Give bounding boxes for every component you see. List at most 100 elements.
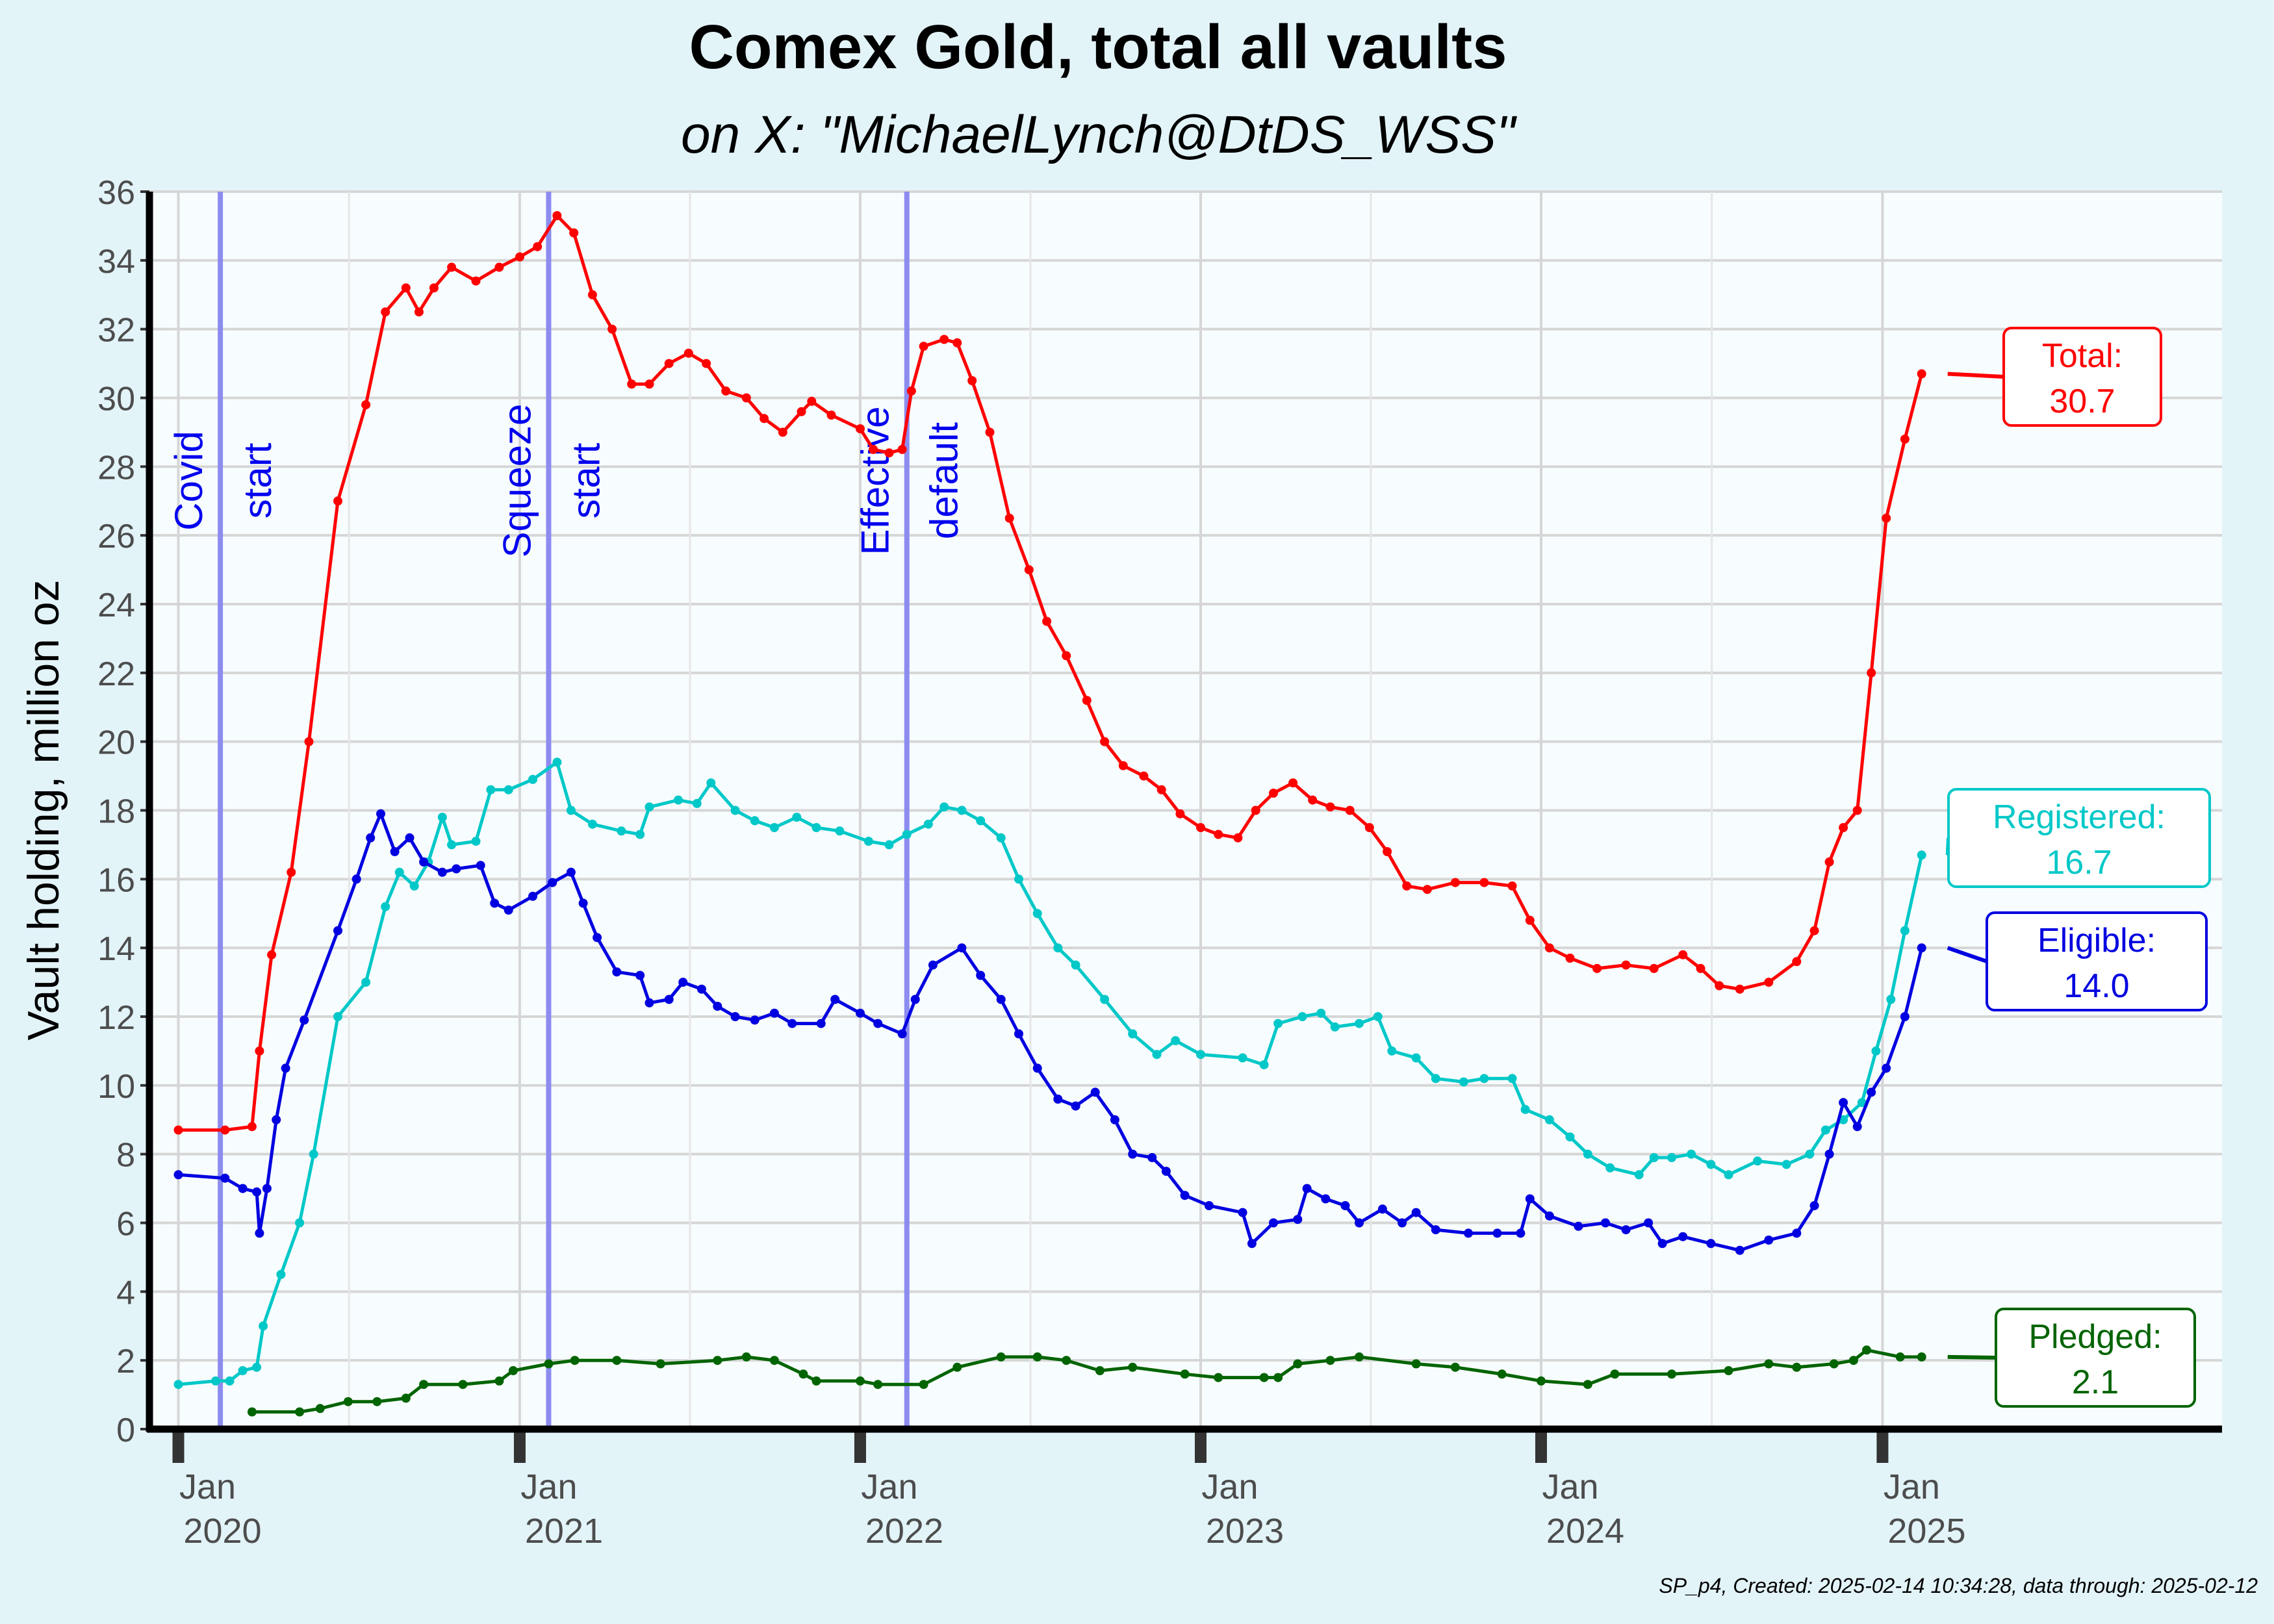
data-point-pledged	[1128, 1362, 1138, 1372]
data-point-total	[1062, 651, 1071, 661]
data-point-eligible	[957, 943, 967, 953]
data-point-registered	[437, 813, 447, 822]
data-point-registered	[1373, 1012, 1383, 1021]
data-point-eligible	[1302, 1184, 1312, 1193]
data-point-registered	[1507, 1074, 1517, 1084]
end-label-value: 16.7	[2046, 844, 2112, 882]
data-point-eligible	[1269, 1218, 1278, 1228]
data-point-total	[267, 950, 277, 959]
data-point-registered	[1583, 1149, 1592, 1159]
data-point-eligible	[696, 984, 706, 994]
data-point-pledged	[1325, 1356, 1335, 1365]
data-point-eligible	[238, 1184, 248, 1193]
data-point-pledged	[1411, 1359, 1421, 1369]
data-point-total	[778, 427, 787, 437]
data-point-pledged	[401, 1393, 411, 1403]
data-point-total	[381, 307, 390, 317]
data-point-eligible	[333, 926, 342, 935]
data-point-eligible	[548, 878, 557, 887]
data-point-pledged	[1497, 1369, 1507, 1379]
data-point-eligible	[1377, 1204, 1387, 1214]
data-point-pledged	[458, 1380, 468, 1389]
data-point-pledged	[856, 1376, 865, 1386]
data-point-eligible	[1824, 1149, 1834, 1159]
event-label-line1: Squeeze	[495, 404, 539, 558]
data-point-total	[1852, 806, 1862, 815]
data-point-pledged	[1667, 1369, 1676, 1379]
end-label-box	[2002, 327, 2162, 427]
data-point-registered	[835, 826, 845, 836]
data-point-eligible	[1764, 1236, 1774, 1245]
data-point-registered	[996, 833, 1006, 843]
data-point-eligible	[419, 857, 429, 867]
x-tick-label-year: 2021	[525, 1512, 603, 1551]
data-point-registered	[1196, 1050, 1205, 1059]
data-point-eligible	[1293, 1215, 1303, 1224]
end-label-box	[1995, 1308, 2196, 1408]
data-point-eligible	[678, 978, 688, 987]
data-point-registered	[1071, 960, 1080, 970]
data-point-eligible	[1516, 1228, 1526, 1238]
data-point-total	[1269, 789, 1278, 798]
data-point-pledged	[1273, 1373, 1283, 1382]
data-point-total	[741, 393, 751, 403]
data-point-total	[1156, 785, 1166, 794]
data-point-eligible	[1128, 1149, 1138, 1159]
end-label-value: 30.7	[2049, 383, 2115, 420]
data-point-pledged	[1862, 1345, 1871, 1355]
data-point-registered	[1649, 1153, 1659, 1162]
data-point-total	[939, 335, 949, 344]
data-point-eligible	[897, 1029, 907, 1039]
data-point-eligible	[830, 995, 840, 1004]
data-point-total	[967, 376, 977, 385]
data-point-pledged	[1355, 1352, 1364, 1362]
data-point-total	[1004, 513, 1014, 523]
data-point-registered	[1724, 1170, 1733, 1180]
data-point-total	[884, 448, 894, 458]
data-point-eligible	[1917, 943, 1926, 953]
data-point-pledged	[494, 1376, 504, 1386]
x-tick	[172, 1429, 185, 1463]
data-point-total	[645, 379, 654, 389]
data-point-total	[985, 427, 995, 437]
data-point-total	[1383, 847, 1392, 856]
y-tick-label: 10	[97, 1068, 135, 1106]
grid	[149, 190, 2222, 1430]
data-point-eligible	[437, 867, 447, 877]
data-point-eligible	[816, 1019, 826, 1028]
data-point-registered	[1128, 1029, 1138, 1039]
data-point-registered	[1459, 1077, 1468, 1087]
data-point-eligible	[1839, 1098, 1848, 1108]
x-tick-label-month: Jan	[1542, 1467, 1598, 1506]
data-point-registered	[225, 1376, 235, 1386]
data-point-total	[683, 348, 693, 358]
data-point-registered	[1431, 1074, 1440, 1084]
data-point-total	[1450, 878, 1460, 887]
data-point-total	[1139, 771, 1149, 781]
data-point-total	[1764, 978, 1774, 987]
data-point-eligible	[528, 891, 537, 901]
data-point-eligible	[504, 906, 513, 915]
x-tick-label-year: 2020	[183, 1512, 261, 1551]
data-point-eligible	[1574, 1221, 1583, 1231]
x-tick-label-month: Jan	[520, 1467, 577, 1506]
data-point-eligible	[928, 960, 938, 970]
data-point-pledged	[873, 1380, 883, 1389]
end-label-box	[1947, 788, 2211, 888]
data-point-eligible	[405, 833, 415, 843]
data-point-pledged	[1917, 1352, 1926, 1362]
x-tick-label-year: 2025	[1887, 1512, 1965, 1551]
y-tick-label: 6	[116, 1206, 135, 1243]
end-label-value: 14.0	[2063, 967, 2129, 1005]
data-point-registered	[552, 757, 562, 767]
end-label-box	[1986, 911, 2208, 1011]
data-point-registered	[276, 1269, 286, 1279]
data-point-registered	[617, 826, 626, 836]
data-point-pledged	[1829, 1359, 1839, 1369]
event-label-line2: default	[923, 422, 966, 539]
data-point-pledged	[1095, 1366, 1105, 1375]
y-tick-label: 0	[116, 1412, 135, 1449]
data-point-eligible	[1204, 1201, 1214, 1210]
data-point-registered	[587, 819, 597, 829]
data-point-pledged	[769, 1356, 779, 1365]
